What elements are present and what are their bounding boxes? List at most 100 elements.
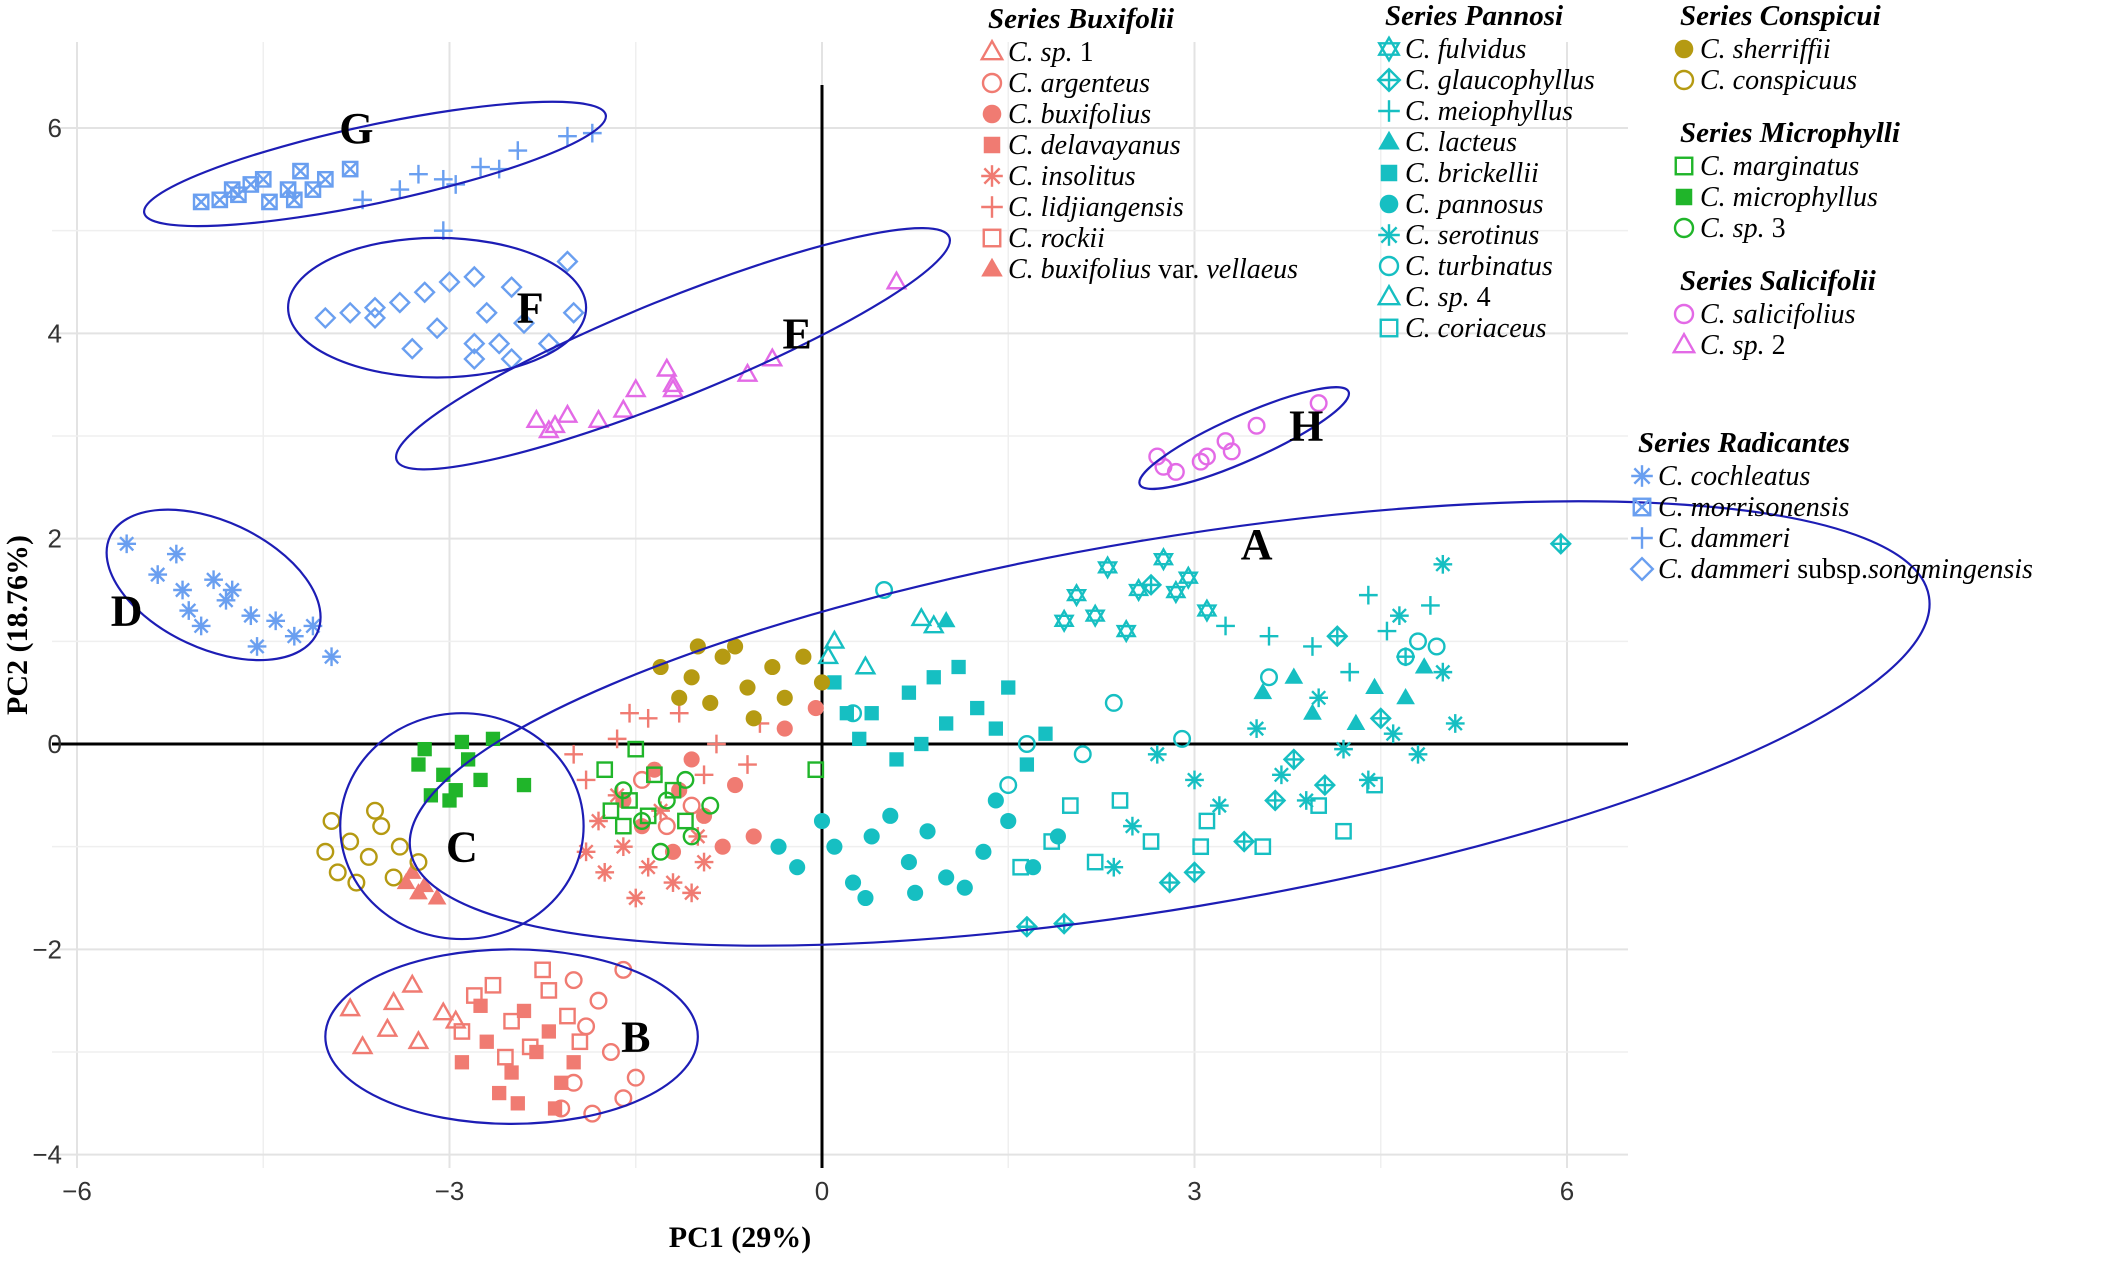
legend-item-label: C. delavayanus	[1008, 130, 1181, 161]
data-point	[166, 544, 186, 564]
data-points	[117, 123, 1572, 1123]
data-point	[388, 291, 411, 314]
data-point	[1222, 442, 1241, 461]
legend-marker	[1376, 283, 1402, 306]
legend-item: C. argenteus	[981, 68, 1150, 99]
group-label-d: D	[111, 587, 143, 636]
data-point	[714, 838, 731, 855]
legend-item-label: C. brickellii	[1405, 158, 1539, 189]
legend-item-label: C. fulvidus	[1405, 34, 1526, 65]
legend-item: C. microphyllus	[1675, 182, 1878, 213]
data-point	[739, 679, 756, 696]
data-point	[612, 398, 635, 418]
data-point	[975, 843, 992, 860]
data-point	[626, 1068, 645, 1087]
data-point	[1253, 682, 1273, 700]
data-point	[854, 655, 877, 675]
data-point	[683, 751, 700, 768]
legend-marker	[981, 196, 1003, 218]
data-point	[624, 378, 647, 398]
data-point	[807, 761, 825, 779]
legend-item-label: C. salicifolius	[1700, 299, 1856, 330]
series-c-meiophyllus	[1216, 585, 1440, 682]
data-point	[566, 1055, 581, 1070]
data-point	[823, 629, 846, 649]
data-point	[473, 772, 488, 788]
data-point	[438, 270, 461, 294]
group-label-b: B	[621, 1013, 650, 1062]
data-point	[1408, 632, 1427, 651]
legend-group-title: Series Pannosi	[1385, 0, 1563, 32]
data-point	[508, 141, 528, 160]
x-tick-label: −3	[435, 1176, 465, 1206]
y-tick-label: 0	[48, 729, 62, 759]
data-point	[789, 859, 806, 876]
data-point	[764, 658, 781, 676]
zero-axis-lines	[52, 85, 1628, 1168]
series-c-conspicuus	[316, 801, 428, 892]
group-ellipse-h	[1138, 386, 1351, 490]
data-point	[314, 306, 337, 329]
data-point	[1196, 598, 1218, 623]
data-point	[907, 884, 924, 901]
legend-item: C. salicifolius	[1673, 299, 1856, 330]
data-point	[662, 372, 684, 393]
data-point	[987, 792, 1004, 809]
data-point	[1377, 621, 1397, 641]
data-point	[1061, 797, 1079, 814]
data-point	[926, 670, 941, 685]
group-label-e: E	[782, 309, 811, 358]
data-point	[671, 689, 688, 706]
data-point	[639, 807, 657, 825]
y-tick-label: 6	[48, 113, 62, 143]
legend-marker	[1379, 318, 1399, 338]
data-point	[938, 869, 955, 886]
data-point	[577, 1017, 596, 1036]
legend-item: C. dammeri	[1631, 523, 1790, 554]
data-point	[1346, 713, 1366, 730]
legend-group-title: Series Buxifolii	[988, 3, 1174, 35]
data-point	[216, 590, 236, 610]
series-c-fulvidus	[1053, 547, 1218, 644]
data-point	[677, 812, 694, 830]
data-point	[192, 193, 210, 211]
data-point	[1158, 871, 1181, 894]
legend-item: C. sherriffii	[1674, 34, 1831, 65]
group-ellipse-e	[394, 227, 952, 471]
legend-item: C. glaucophyllus	[1376, 65, 1595, 96]
data-point	[651, 842, 670, 861]
data-point	[1358, 585, 1378, 605]
legend-marker	[1377, 35, 1401, 63]
group-label-g: G	[339, 104, 373, 153]
data-point	[1183, 861, 1206, 884]
data-point	[914, 736, 929, 752]
legend-marker	[982, 228, 1002, 248]
data-point	[596, 761, 614, 779]
series-c-dammeri-subsp-songmingensis	[314, 250, 585, 371]
data-point	[492, 1085, 507, 1101]
series-c-argenteus	[552, 770, 701, 1123]
data-point	[813, 674, 831, 691]
data-point	[813, 812, 831, 830]
data-point	[1097, 555, 1119, 580]
data-point	[1247, 719, 1266, 738]
data-point	[488, 332, 511, 355]
data-point	[999, 776, 1018, 795]
data-point	[417, 741, 432, 757]
data-point	[1259, 626, 1279, 646]
data-point	[516, 1003, 532, 1019]
data-point	[339, 997, 362, 1017]
y-tick-label: −4	[32, 1140, 62, 1170]
legend-item: C. meiophyllus	[1378, 96, 1573, 127]
data-point	[701, 796, 720, 815]
data-point	[427, 888, 447, 905]
legend-item-label: C. sp. 1	[1008, 37, 1094, 68]
data-point	[683, 669, 700, 686]
data-point	[1284, 667, 1304, 684]
legend-item-label: C. sp. 4	[1405, 282, 1491, 313]
data-point	[632, 812, 651, 831]
data-point	[222, 580, 242, 600]
legend-item-label: C. rockii	[1008, 223, 1105, 254]
data-point	[664, 843, 682, 860]
legend-marker	[982, 104, 1002, 124]
